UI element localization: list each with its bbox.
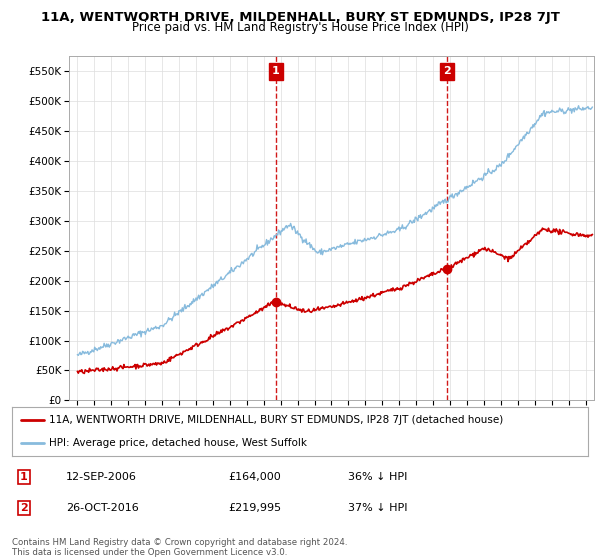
Text: 12-SEP-2006: 12-SEP-2006	[66, 472, 137, 482]
Text: 11A, WENTWORTH DRIVE, MILDENHALL, BURY ST EDMUNDS, IP28 7JT (detached house): 11A, WENTWORTH DRIVE, MILDENHALL, BURY S…	[49, 416, 503, 426]
Text: 2: 2	[443, 67, 451, 77]
Text: HPI: Average price, detached house, West Suffolk: HPI: Average price, detached house, West…	[49, 438, 307, 448]
Text: 1: 1	[20, 472, 28, 482]
Text: Contains HM Land Registry data © Crown copyright and database right 2024.
This d: Contains HM Land Registry data © Crown c…	[12, 538, 347, 557]
Text: 36% ↓ HPI: 36% ↓ HPI	[348, 472, 407, 482]
Text: 37% ↓ HPI: 37% ↓ HPI	[348, 503, 407, 513]
Text: £219,995: £219,995	[228, 503, 281, 513]
Text: 2: 2	[20, 503, 28, 513]
Text: 26-OCT-2016: 26-OCT-2016	[66, 503, 139, 513]
Text: 11A, WENTWORTH DRIVE, MILDENHALL, BURY ST EDMUNDS, IP28 7JT: 11A, WENTWORTH DRIVE, MILDENHALL, BURY S…	[41, 11, 559, 24]
Text: 1: 1	[272, 67, 280, 77]
Text: Price paid vs. HM Land Registry's House Price Index (HPI): Price paid vs. HM Land Registry's House …	[131, 21, 469, 34]
Text: £164,000: £164,000	[228, 472, 281, 482]
